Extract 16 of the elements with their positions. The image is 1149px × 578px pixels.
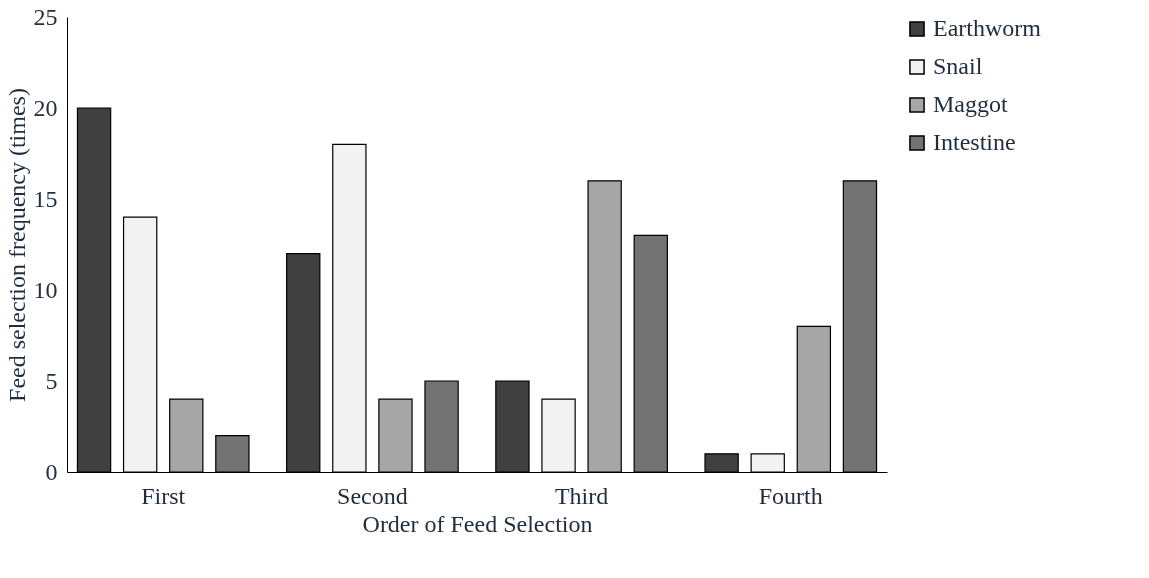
legend-label: Intestine	[933, 129, 1016, 155]
y-tick-label: 15	[33, 185, 58, 212]
x-axis-title: Order of Feed Selection	[362, 510, 593, 537]
y-tick-label: 25	[33, 3, 58, 30]
x-tick-label: First	[141, 482, 186, 509]
y-tick-label: 5	[45, 367, 58, 394]
y-tick-label: 0	[45, 458, 58, 485]
y-tick-label: 10	[33, 276, 58, 303]
x-tick-label: Fourth	[758, 482, 823, 509]
x-tick-label: Third	[554, 482, 609, 509]
x-tick-label: Second	[337, 482, 408, 509]
legend-label: Earthworm	[933, 15, 1042, 41]
legend-label: Maggot	[933, 91, 1008, 117]
y-axis-title: Feed selection frequency (times)	[3, 88, 30, 402]
y-tick-label: 20	[33, 94, 58, 121]
legend-label: Snail	[933, 53, 983, 79]
